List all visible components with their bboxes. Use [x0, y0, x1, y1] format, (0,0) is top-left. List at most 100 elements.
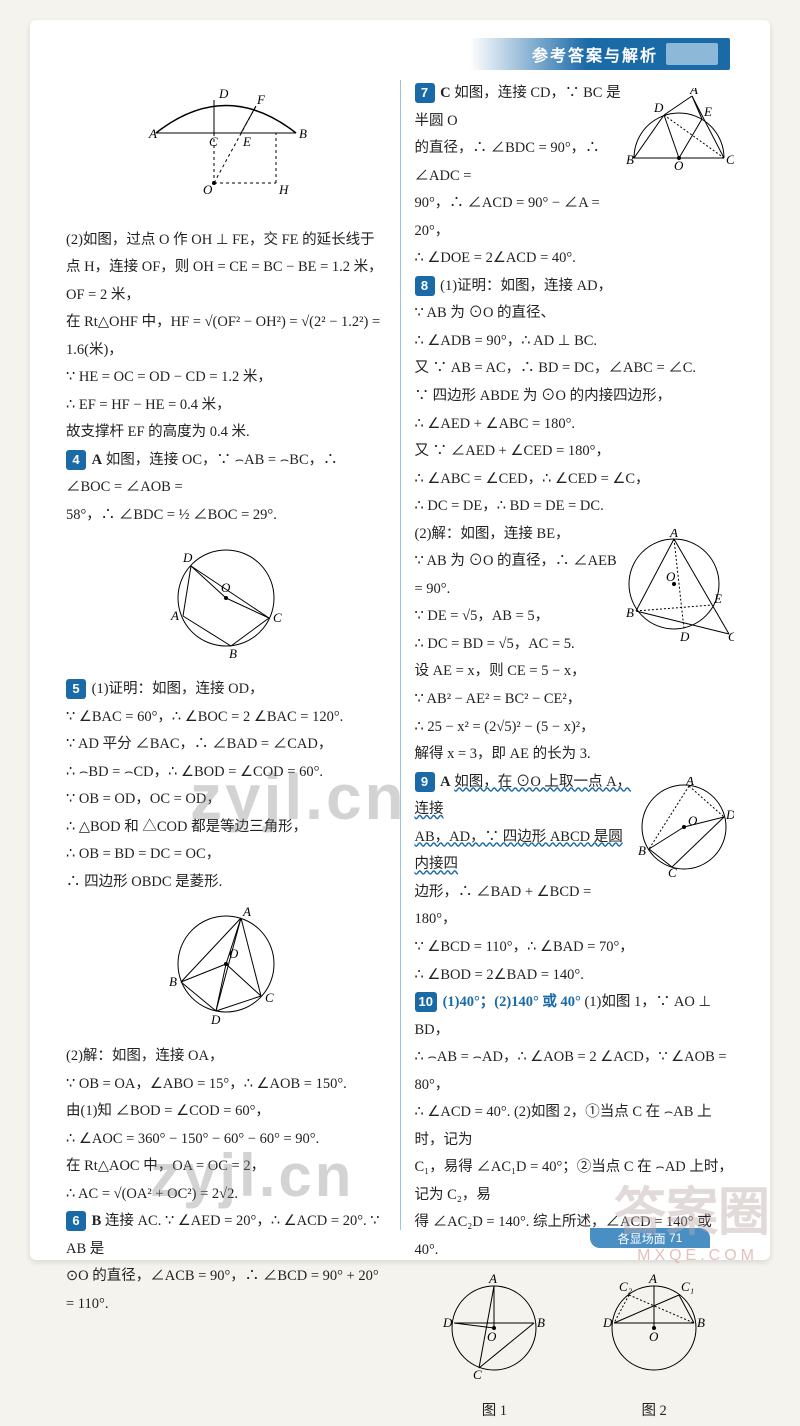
proof-line: ∵ 四边形 ABDE 为 ⊙O 的内接四边形， — [415, 383, 735, 411]
header-tag — [666, 43, 718, 65]
svg-text:E: E — [242, 134, 251, 149]
proof-line: (2)解：如图，连接 OA， — [66, 1043, 386, 1071]
proof-line: ∴ 四边形 OBDC 是菱形. — [66, 869, 386, 897]
qnum-badge: 6 — [66, 1211, 86, 1231]
svg-text:A: A — [689, 88, 698, 97]
figure-arch: AB CD FE OH — [66, 88, 386, 219]
svg-text:C: C — [209, 134, 218, 149]
page-container: 参考答案与解析 A B C D F E O H — [30, 20, 770, 1260]
svg-text:C: C — [273, 610, 282, 625]
svg-text:B: B — [626, 605, 634, 620]
q5-text: (1)证明：如图，连接 OD， — [92, 681, 264, 697]
svg-text:E: E — [713, 591, 722, 606]
proof-line: 设 AE = x，则 CE = 5 − x， — [415, 658, 735, 686]
answer-label: A — [440, 774, 450, 790]
svg-text:O: O — [674, 158, 684, 173]
q9-l4: ∵ ∠BCD = 110°，∴ ∠BAD = 70°， — [415, 939, 634, 955]
column-divider — [400, 80, 401, 1230]
question-10: 10 (1)40°；(2)140° 或 40° (1)如图 1，∵ AO ⊥ B… — [415, 989, 735, 1044]
q9-block: O AB CD 9 A 如图，在 ⊙O 上取一点 A，连接 AB，AD，∵ 四边… — [415, 769, 735, 989]
proof-line: ∴ OB = BD = DC = OC， — [66, 841, 386, 869]
figure-q9: O AB CD — [634, 777, 734, 888]
proof-line: (2)如图，过点 O 作 OH ⊥ FE，交 FE 的延长线于点 H，连接 OF… — [66, 227, 386, 310]
qnum-badge: 8 — [415, 276, 435, 296]
svg-text:D: D — [653, 100, 664, 115]
svg-text:C₁: C₁ — [681, 1279, 694, 1294]
svg-text:A: A — [488, 1273, 497, 1286]
fig-label: 图 2 — [599, 1398, 709, 1426]
figure-q8-2: O A B C D E — [624, 529, 734, 655]
proof-line: ∴ ∠AED + ∠ABC = 180°. — [415, 411, 735, 439]
proof-line: ∴ EF = HF − HE = 0.4 米， — [66, 392, 386, 420]
figure-q10-2: AD BO C₂C₁ 图 2 — [599, 1273, 709, 1426]
proof-line: 58°，∴ ∠BDC = ½ ∠BOC = 29°. — [66, 502, 386, 530]
proof-line: ∵ AB² − AE² = BC² − CE²， — [415, 686, 735, 714]
proof-line: 故支撑杆 EF 的高度为 0.4 米. — [66, 419, 386, 447]
proof-line: 由(1)知 ∠BOD = ∠COD = 60°， — [66, 1098, 386, 1126]
proof-line: ⊙O 的直径，∠ACB = 90°，∴ ∠BCD = 90° + 20° = 1… — [66, 1263, 386, 1318]
question-4: 4 A 如图，连接 OC，∵ ⌢AB = ⌢BC，∴ ∠BOC = ∠AOB = — [66, 447, 386, 502]
answer-label: (1)40°；(2)140° 或 40° — [443, 994, 581, 1010]
svg-text:A: A — [648, 1273, 657, 1286]
figure-q7: BC OD AE — [624, 88, 734, 189]
content-columns: A B C D F E O H (2)如图，过点 O 作 OH ⊥ FE，交 FE 的延… — [58, 80, 742, 1230]
answer-label: C — [440, 85, 450, 101]
proof-line: ∴ ∠AOC = 360° − 150° − 60° − 60° = 90°. — [66, 1126, 386, 1154]
proof-line: ∴ ∠ACD = 40°. (2)如图 2，①当点 C 在 ⌢AB 上时，记为 — [415, 1099, 735, 1154]
qnum-badge: 10 — [415, 992, 437, 1012]
svg-text:C: C — [473, 1367, 482, 1382]
svg-text:H: H — [278, 182, 289, 197]
svg-text:E: E — [703, 104, 712, 119]
proof-line: ∴ ∠ADB = 90°，∴ AD ⊥ BC. — [415, 328, 735, 356]
q8-text: (1)证明：如图，连接 AD， — [440, 278, 612, 294]
header-title: 参考答案与解析 — [532, 42, 658, 66]
svg-text:B: B — [626, 152, 634, 167]
proof-line: 又 ∵ AB = AC，∴ BD = DC，∠ABC = ∠C. — [415, 355, 735, 383]
left-column: A B C D F E O H (2)如图，过点 O 作 OH ⊥ FE，交 FE 的延… — [58, 80, 394, 1230]
svg-text:D: D — [679, 629, 690, 644]
q7-block: BC OD AE 7 C 如图，连接 CD，∵ BC 是半圆 O 的直径，∴ ∠… — [415, 80, 735, 273]
proof-line: ∴ ∠DOE = 2∠ACD = 40°. — [415, 245, 735, 273]
svg-text:D: D — [218, 88, 229, 101]
svg-text:C₂: C₂ — [619, 1279, 633, 1294]
svg-text:B: B — [169, 974, 177, 989]
header-banner: 参考答案与解析 — [470, 38, 730, 70]
proof-line: ∵ AB 为 ⊙O 的直径、 — [415, 300, 735, 328]
qnum-badge: 9 — [415, 772, 435, 792]
proof-line: 在 Rt△OHF 中，HF = √(OF² − OH²) = √(2² − 1.… — [66, 309, 386, 364]
svg-text:B: B — [229, 646, 237, 658]
svg-text:A: A — [685, 777, 694, 788]
svg-text:D: D — [210, 1012, 221, 1024]
figure-q10-1: AD BO C 图 1 — [439, 1273, 549, 1426]
question-6: 6 B 连接 AC. ∵ ∠AED = 20°，∴ ∠ACD = 20°. ∵ … — [66, 1208, 386, 1263]
proof-line: ∵ ∠BCD = 110°，∴ ∠BAD = 70°， — [415, 934, 735, 962]
proof-line: 又 ∵ ∠AED + ∠CED = 180°， — [415, 438, 735, 466]
proof-line: ∴ DC = DE，∴ BD = DE = DC. — [415, 493, 735, 521]
svg-text:B: B — [638, 843, 646, 858]
proof-line: ∴ AC = √(OA² + OC²) = 2√2. — [66, 1181, 386, 1209]
svg-text:O: O — [487, 1329, 497, 1344]
proof-line: ∴ 25 − x² = (2√5)² − (5 − x)²， — [415, 714, 735, 742]
proof-line: ∴ ∠ABC = ∠CED，∴ ∠CED = ∠C， — [415, 466, 735, 494]
svg-text:D: D — [442, 1315, 453, 1330]
question-5: 5 (1)证明：如图，连接 OD， — [66, 676, 386, 704]
svg-text:O: O — [203, 182, 213, 197]
svg-text:A: A — [669, 529, 678, 540]
svg-text:A: A — [148, 126, 157, 141]
qnum-badge: 7 — [415, 83, 435, 103]
svg-text:O: O — [666, 569, 676, 584]
proof-line: ∵ AD 平分 ∠BAC，∴ ∠BAD = ∠CAD， — [66, 731, 386, 759]
q6-text: 连接 AC. ∵ ∠AED = 20°，∴ ∠ACD = 20°. ∵ AB 是 — [66, 1213, 379, 1257]
proof-line: 90°，∴ ∠ACD = 90° − ∠A = 20°， — [415, 190, 735, 245]
proof-line: 解得 x = 3，即 AE 的长为 3. — [415, 741, 735, 769]
answer-label: B — [92, 1213, 102, 1229]
svg-text:D: D — [725, 807, 734, 822]
proof-line: 在 Rt△AOC 中，OA = OC = 2， — [66, 1153, 386, 1181]
proof-line: ∵ OB = OA，∠ABO = 15°，∴ ∠AOB = 150°. — [66, 1071, 386, 1099]
proof-line: ∵ HE = OC = OD − CD = 1.2 米， — [66, 364, 386, 392]
svg-text:F: F — [256, 92, 266, 107]
svg-text:C: C — [728, 629, 734, 644]
q8-2-block: O AB CD E (2)解：如图，连接 BE， ∵ AB 为 ⊙O 的直径，∴… — [415, 521, 735, 686]
proof-line: ∴ ∠BOD = 2∠BAD = 140°. — [415, 962, 735, 990]
svg-text:A: A — [170, 608, 179, 623]
